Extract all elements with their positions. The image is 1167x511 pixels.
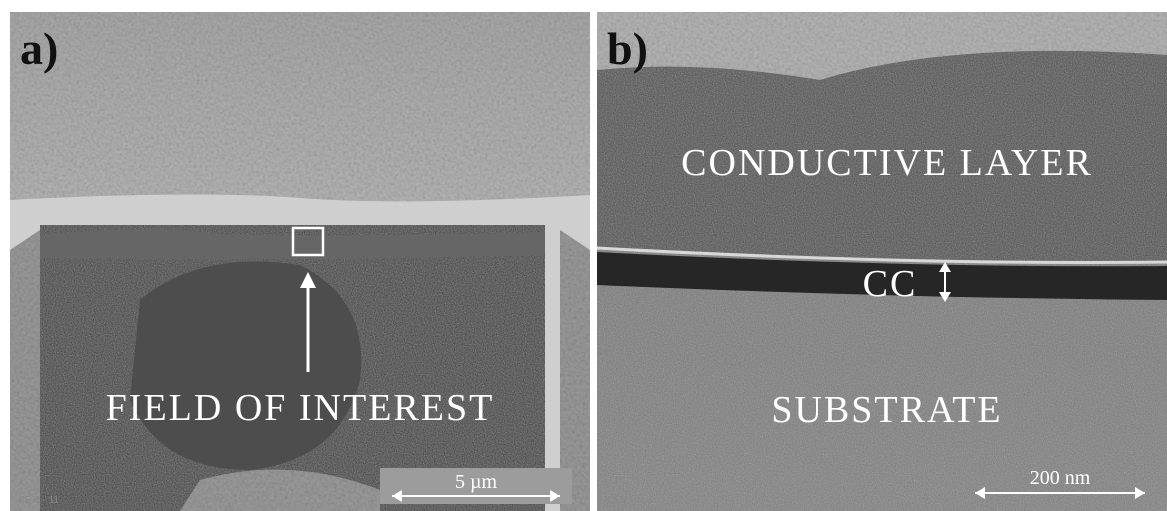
annotation: CONDUCTIVE LAYER <box>681 142 1093 184</box>
figure: a) FIELD OF INTEREST 5 µm KS 3 - 11 b) C… <box>0 0 1167 511</box>
scale-bar-label: 5 µm <box>455 471 498 493</box>
footer-text: KS 3 - 11 <box>18 495 59 506</box>
panel-b-image <box>597 12 1167 511</box>
annotation: FIELD OF INTEREST <box>106 387 495 429</box>
panel-a-image <box>10 12 590 511</box>
panel-label: b) <box>607 23 648 74</box>
footer-text: KS 3 - 11 <box>605 495 646 506</box>
scale-bar-label: 200 nm <box>1030 467 1091 489</box>
annotation: CC <box>863 263 918 305</box>
annotation: SUBSTRATE <box>771 389 1002 431</box>
panel-label: a) <box>20 23 58 74</box>
